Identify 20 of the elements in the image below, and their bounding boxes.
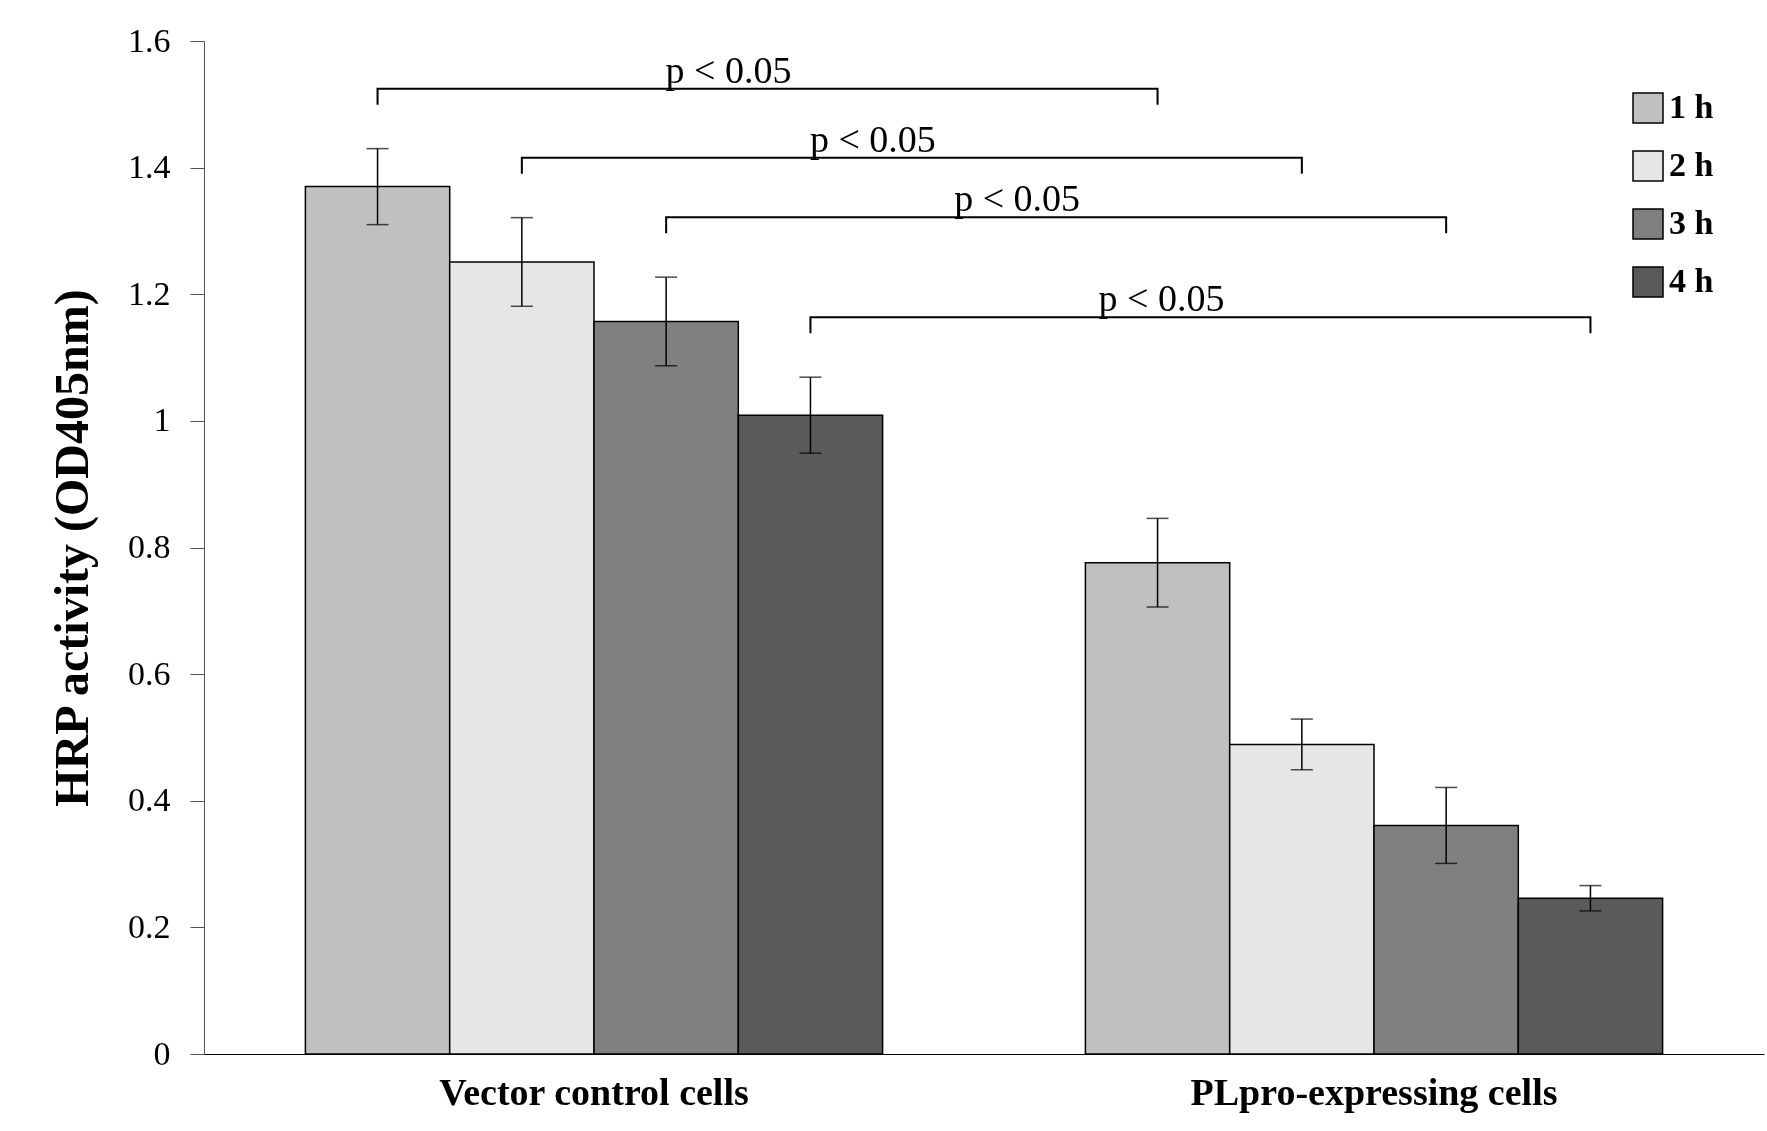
y-tick-label: 1.4 [128, 148, 171, 186]
annotation: p < 0.05 [809, 117, 936, 160]
legend-label: 2 h [1669, 146, 1714, 183]
y-tick-label: 0 [153, 1034, 171, 1072]
annotation: p < 0.05 [954, 177, 1081, 220]
legend-label: 1 h [1669, 88, 1714, 125]
y-tick-label: 0.2 [128, 907, 171, 945]
x-tick-label: Vector control cells [439, 1070, 749, 1113]
y-tick-label: 1.6 [128, 21, 171, 59]
x-tick-label: PLpro-expressing cells [1190, 1070, 1558, 1113]
y-tick-label: 1.2 [128, 274, 171, 312]
y-axis-title: HRP activity (OD405nm) [45, 289, 99, 807]
legend-label: 3 h [1669, 204, 1714, 241]
y-tick-label: 0.6 [128, 654, 171, 692]
y-tick-label: 0.4 [128, 781, 171, 819]
y-tick-label: 0.8 [128, 528, 171, 565]
annotation: p < 0.05 [665, 48, 792, 91]
annotation: p < 0.05 [1098, 277, 1225, 320]
legend-label: 4 h [1669, 262, 1714, 299]
y-tick-label: 1 [153, 401, 171, 439]
